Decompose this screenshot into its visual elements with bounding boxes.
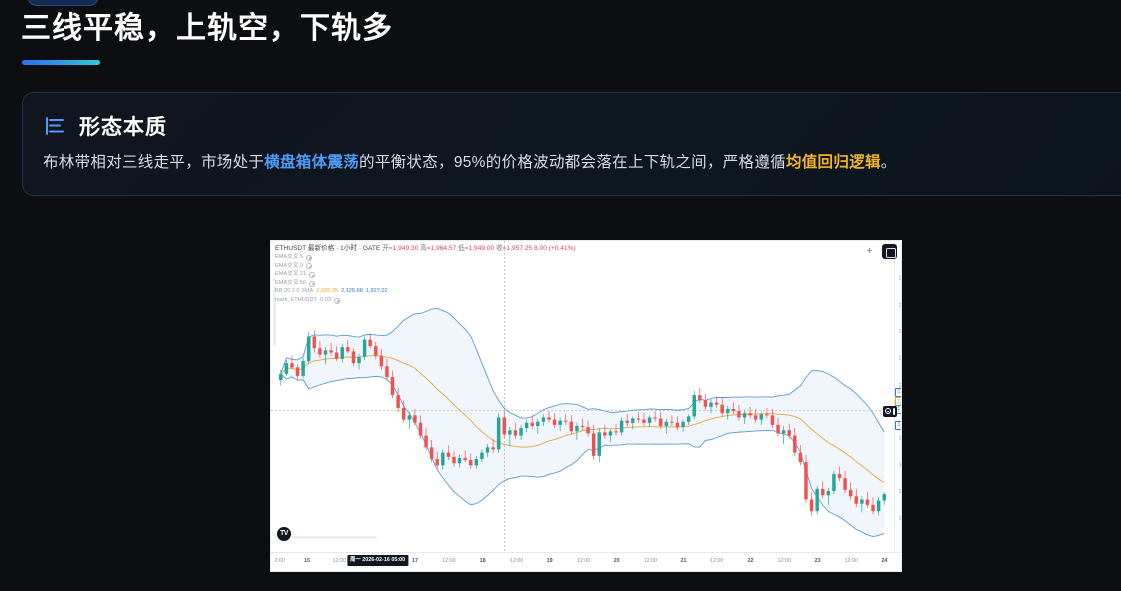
price-tick: 2,100.00: [898, 329, 902, 336]
vertical-scrollbar[interactable]: [273, 286, 276, 346]
body-highlight-range: 横盘箱体震荡: [264, 154, 360, 171]
body-segment-1: 布林带相对三线走平，市场处于: [43, 154, 265, 171]
scroll-up-caret-icon[interactable]: ^: [273, 279, 276, 285]
time-tick: 12:00: [576, 558, 591, 564]
price-tick: 2,200.00: [898, 275, 902, 282]
body-segment-3: 。: [880, 154, 897, 171]
time-axis[interactable]: 2:00 15 12:00 17 12:00 18 12:00 19 12:00 20 12:00 2…: [271, 552, 901, 571]
bar-list-icon: [43, 114, 67, 138]
time-tick: 20: [613, 558, 620, 564]
price-tick: 1,900.00: [898, 435, 902, 442]
price-tick: 1,750.00: [898, 515, 902, 522]
tradingview-logo[interactable]: TV: [277, 527, 291, 541]
time-tick: 12:00: [332, 558, 347, 564]
time-tick: 12:00: [643, 558, 658, 564]
time-tick: 18: [479, 558, 486, 564]
essence-card-body: 布林带相对三线走平，市场处于横盘箱体震荡的平衡状态，95%的价格波动都会落在上下…: [43, 151, 1121, 175]
time-tick: 21: [680, 558, 687, 564]
price-marker: 1,927.02: [894, 420, 901, 430]
page-title: 三线平稳，上轨空，下轨多: [21, 12, 393, 45]
time-tick: 22: [747, 558, 754, 564]
time-tick: 2:00: [274, 558, 285, 564]
body-segment-2: 的平衡状态，95%的价格波动都会落在上下轨之间，严格遵循: [359, 154, 786, 171]
price-tick: 2,050.00: [898, 355, 902, 362]
tradingview-chart[interactable]: ETHUSDT 最新价格 · 1小时 · GATE 开=1,949.30 高=1…: [270, 240, 902, 572]
horizontal-scrollbar[interactable]: [293, 536, 377, 539]
time-tick: 23: [814, 558, 821, 564]
price-tick: 1,800.00: [898, 489, 902, 496]
crosshair-bar-icon: [893, 407, 895, 415]
camera-square-icon[interactable]: [882, 244, 897, 259]
crosshair-price-tag: [883, 405, 897, 417]
essence-card-header: 形态本质: [43, 111, 167, 141]
chart-plot-area[interactable]: [271, 241, 894, 552]
form-badge: 形态 03: [27, 0, 99, 6]
price-tick: 2,150.00: [898, 302, 902, 309]
body-highlight-logic: 均值回归逻辑: [785, 154, 881, 171]
time-tick: 17: [412, 558, 418, 564]
time-tick: 12:00: [844, 558, 859, 564]
time-tick: 12:00: [509, 558, 524, 564]
price-marker: 1,989.57: [894, 387, 901, 397]
time-tick: 19: [546, 558, 553, 564]
price-tick: 1,850.00: [898, 462, 902, 469]
time-tick: 12:00: [442, 558, 456, 564]
time-tick: 12:00: [709, 558, 724, 564]
candlestick-canvas: [271, 241, 894, 552]
essence-card-title: 形态本质: [79, 116, 167, 139]
time-tick: 24: [881, 558, 888, 564]
price-axis[interactable]: 2,200.00 2,150.00 2,100.00 2,050.00 2,000.00…: [894, 241, 902, 552]
price-tick: 2,000.00: [898, 382, 902, 389]
add-indicator-icon[interactable]: +: [866, 246, 873, 257]
time-tick: 12:00: [777, 558, 792, 564]
essence-card: 形态本质 布林带相对三线走平，市场处于横盘箱体震荡的平衡状态，95%的价格波动都…: [22, 92, 1121, 196]
crosshair-dot-icon: [885, 408, 891, 415]
title-underline-accent: [22, 60, 100, 65]
active-time-label: 周一 2026-02-16 05:00: [346, 555, 409, 566]
time-tick: 15: [304, 558, 310, 564]
